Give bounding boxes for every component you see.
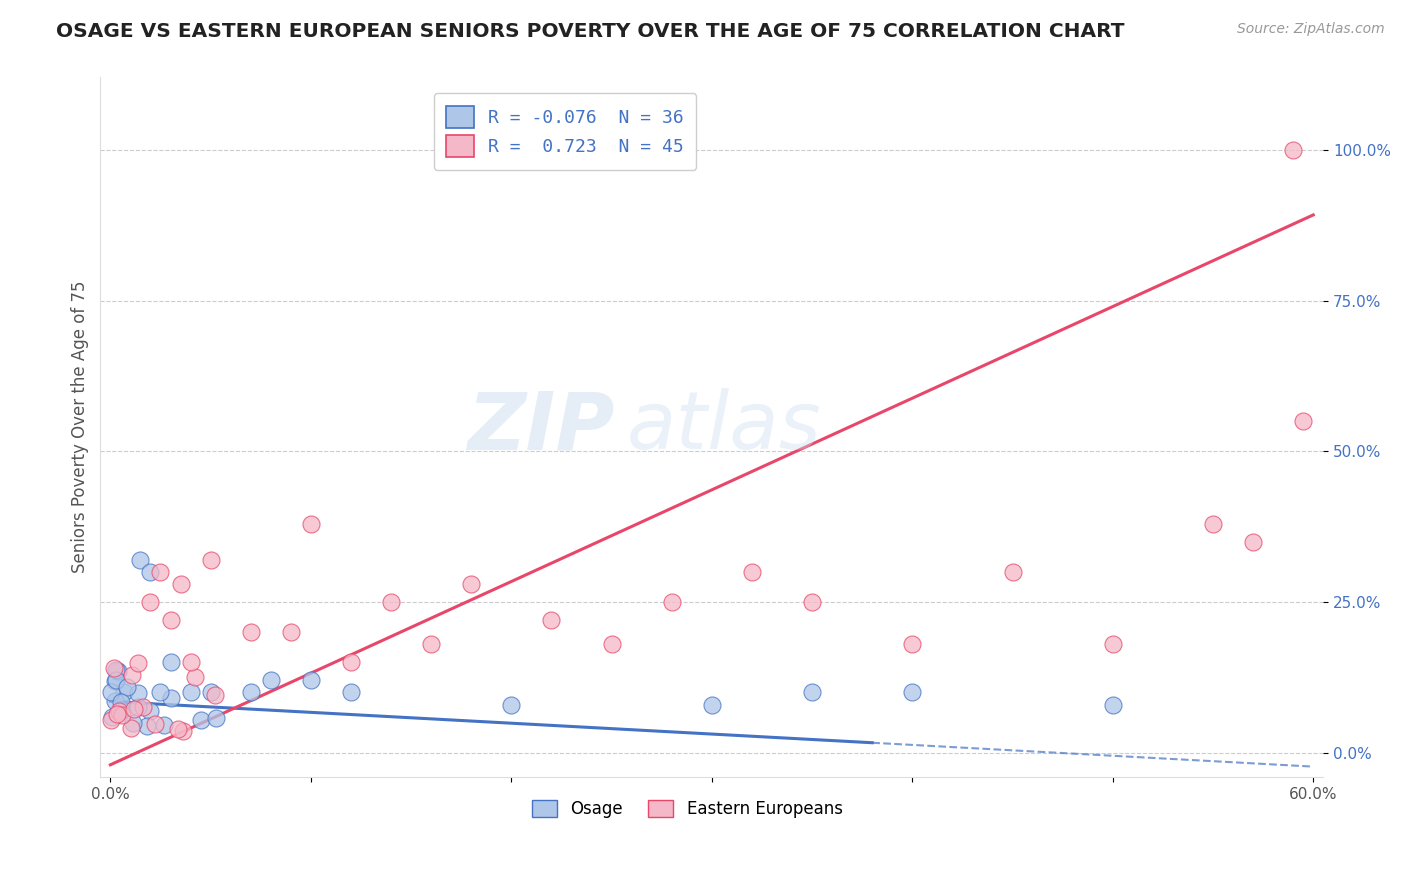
Point xyxy=(741,565,763,579)
Point xyxy=(110,695,132,709)
Point xyxy=(180,655,202,669)
Point xyxy=(280,625,302,640)
Point xyxy=(901,637,924,651)
Point xyxy=(420,637,443,651)
Point xyxy=(204,689,226,703)
Point xyxy=(159,613,181,627)
Point xyxy=(600,637,623,651)
Point xyxy=(801,595,824,609)
Point xyxy=(172,724,194,739)
Point xyxy=(1241,534,1264,549)
Point xyxy=(101,709,124,723)
Point xyxy=(167,723,190,737)
Point xyxy=(114,684,136,698)
Point xyxy=(121,667,143,681)
Point xyxy=(460,577,482,591)
Point xyxy=(136,719,159,733)
Point xyxy=(299,516,322,531)
Point xyxy=(239,625,262,640)
Text: OSAGE VS EASTERN EUROPEAN SENIORS POVERTY OVER THE AGE OF 75 CORRELATION CHART: OSAGE VS EASTERN EUROPEAN SENIORS POVERT… xyxy=(56,22,1125,41)
Point xyxy=(105,664,128,678)
Point xyxy=(200,553,222,567)
Point xyxy=(104,674,127,689)
Point xyxy=(159,655,181,669)
Point xyxy=(340,655,363,669)
Point xyxy=(801,685,824,699)
Point xyxy=(121,715,143,730)
Text: ZIP: ZIP xyxy=(467,388,614,467)
Point xyxy=(122,702,145,716)
Text: Source: ZipAtlas.com: Source: ZipAtlas.com xyxy=(1237,22,1385,37)
Point xyxy=(540,613,562,627)
Point xyxy=(239,685,262,699)
Point xyxy=(110,708,132,723)
Point xyxy=(139,595,162,609)
Point xyxy=(160,690,183,705)
Point xyxy=(1292,414,1315,428)
Point xyxy=(700,698,723,712)
Point xyxy=(180,685,202,699)
Text: atlas: atlas xyxy=(626,388,821,467)
Point xyxy=(132,699,155,714)
Point xyxy=(127,686,149,700)
Point xyxy=(901,685,924,699)
Legend: Osage, Eastern Europeans: Osage, Eastern Europeans xyxy=(526,793,849,824)
Point xyxy=(108,704,131,718)
Point xyxy=(1001,565,1024,579)
Point xyxy=(100,685,122,699)
Point xyxy=(105,707,128,722)
Point xyxy=(139,565,162,579)
Point xyxy=(149,565,172,579)
Point xyxy=(127,699,149,714)
Point xyxy=(104,694,127,708)
Point xyxy=(1101,698,1123,712)
Point xyxy=(204,711,226,725)
Point xyxy=(1202,516,1225,531)
Point xyxy=(169,577,191,591)
Point xyxy=(380,595,402,609)
Point xyxy=(183,670,205,684)
Point xyxy=(200,685,222,699)
Point xyxy=(260,673,283,688)
Point xyxy=(100,714,122,728)
Point xyxy=(153,717,176,731)
Y-axis label: Seniors Poverty Over the Age of 75: Seniors Poverty Over the Age of 75 xyxy=(72,281,89,574)
Point xyxy=(1101,637,1123,651)
Point xyxy=(661,595,683,609)
Point xyxy=(103,661,125,675)
Point xyxy=(149,685,172,699)
Point xyxy=(129,553,152,567)
Point xyxy=(107,665,129,679)
Point xyxy=(143,717,166,731)
Point xyxy=(299,673,322,688)
Point xyxy=(120,721,142,735)
Point xyxy=(110,703,132,717)
Point xyxy=(340,685,363,699)
Point xyxy=(501,698,523,712)
Point xyxy=(127,657,149,671)
Point xyxy=(190,713,212,727)
Point xyxy=(105,673,128,687)
Point xyxy=(139,704,162,718)
Point xyxy=(117,681,139,695)
Point xyxy=(1282,143,1305,157)
